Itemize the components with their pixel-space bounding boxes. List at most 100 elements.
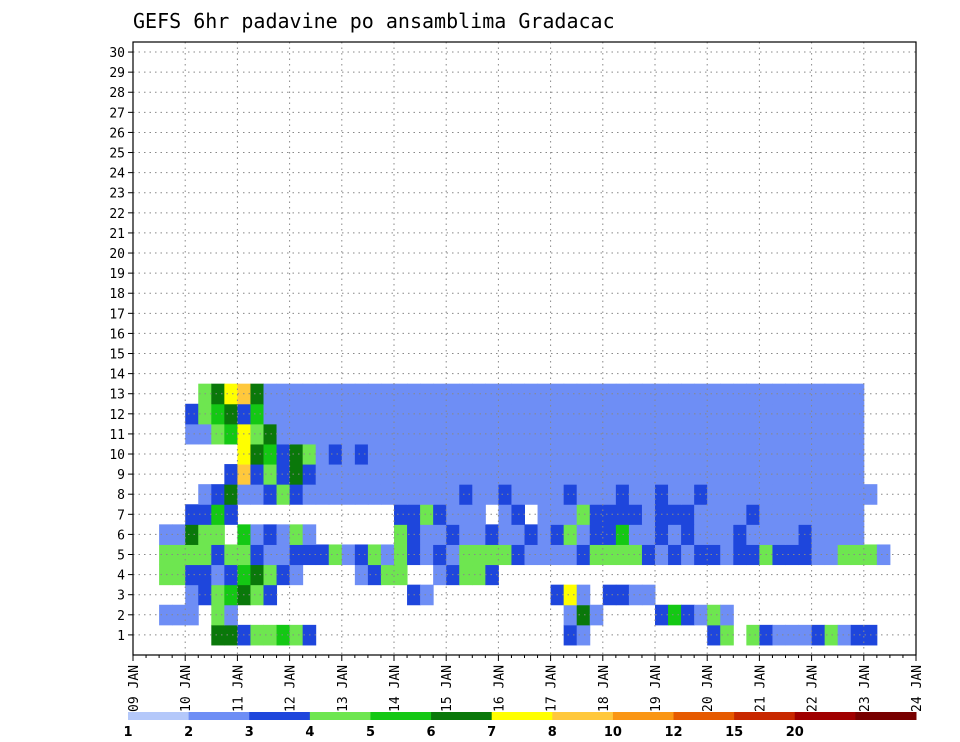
y-tick-label: 28 xyxy=(109,86,125,101)
cell xyxy=(602,383,617,405)
cell xyxy=(433,544,447,566)
cell xyxy=(315,423,330,445)
cell xyxy=(328,484,343,505)
y-tick-label: 3 xyxy=(117,589,125,604)
cell xyxy=(772,464,786,485)
cell xyxy=(211,604,225,626)
cell xyxy=(367,403,382,425)
colorbar-swatch xyxy=(673,712,735,720)
cell xyxy=(668,403,682,425)
colorbar-label: 12 xyxy=(664,725,682,740)
cell xyxy=(524,524,539,545)
cell xyxy=(641,383,656,405)
cell xyxy=(524,403,539,425)
cell xyxy=(837,464,852,485)
cell xyxy=(472,524,486,545)
cell xyxy=(224,383,238,405)
cell xyxy=(785,524,800,545)
cell xyxy=(707,484,721,505)
cell xyxy=(498,443,512,465)
cell xyxy=(837,443,852,465)
cell xyxy=(785,484,800,505)
y-tick-label: 4 xyxy=(117,569,125,584)
cell xyxy=(276,564,291,586)
cell xyxy=(772,484,786,505)
cell xyxy=(576,443,591,465)
cell xyxy=(824,624,839,646)
colorbar-swatch xyxy=(794,712,856,720)
colorbar-swatch xyxy=(491,712,553,720)
cell xyxy=(485,443,499,465)
cell xyxy=(681,383,695,405)
cell xyxy=(263,464,278,485)
cell xyxy=(681,524,695,545)
cell xyxy=(811,544,826,566)
cell xyxy=(785,464,800,485)
cell xyxy=(367,423,382,445)
cell xyxy=(224,544,238,566)
cell xyxy=(681,403,695,425)
cell xyxy=(668,383,682,405)
cell xyxy=(380,484,395,505)
cell xyxy=(824,504,839,525)
cell xyxy=(785,423,800,445)
cell xyxy=(250,383,264,405)
cell xyxy=(485,484,499,505)
cell xyxy=(824,524,839,545)
cell xyxy=(289,524,304,545)
cell xyxy=(276,624,291,646)
cell xyxy=(850,423,865,445)
cell xyxy=(733,403,747,425)
cell xyxy=(628,464,643,485)
cell xyxy=(472,464,486,485)
cell xyxy=(589,544,604,566)
colorbar-label: 6 xyxy=(427,725,436,740)
cell xyxy=(563,584,578,606)
cell xyxy=(772,524,786,545)
cell xyxy=(224,504,238,525)
cell xyxy=(824,423,839,445)
cell xyxy=(733,504,747,525)
cell xyxy=(250,403,264,425)
cell xyxy=(837,504,852,525)
cell xyxy=(641,443,656,465)
cell xyxy=(485,464,499,485)
cell xyxy=(746,443,760,465)
x-tick-label: 23 JAN xyxy=(858,665,873,712)
cell xyxy=(354,564,369,586)
cell xyxy=(707,403,721,425)
cell xyxy=(589,403,604,425)
cell xyxy=(524,464,539,485)
cell xyxy=(811,484,826,505)
cell xyxy=(563,383,578,405)
cell xyxy=(433,383,447,405)
cell xyxy=(824,484,839,505)
cell xyxy=(537,464,552,485)
y-tick-label: 24 xyxy=(109,167,125,182)
cell xyxy=(563,524,578,545)
cell xyxy=(589,423,604,445)
cell xyxy=(785,624,800,646)
cell xyxy=(602,524,617,545)
cell xyxy=(459,504,473,525)
cell xyxy=(602,403,617,425)
cell xyxy=(224,564,238,586)
cell xyxy=(380,544,395,566)
cell xyxy=(576,403,591,425)
cell xyxy=(524,383,539,405)
cell xyxy=(772,423,786,445)
cell xyxy=(811,464,826,485)
cell xyxy=(668,544,682,566)
cell xyxy=(537,383,552,405)
cell xyxy=(420,504,434,525)
cell xyxy=(211,423,225,445)
cells-layer xyxy=(159,383,891,646)
cell xyxy=(733,484,747,505)
cell xyxy=(224,624,238,646)
cell xyxy=(576,544,591,566)
cell xyxy=(380,564,395,586)
y-tick-label: 11 xyxy=(109,428,125,443)
y-tick-label: 14 xyxy=(109,368,125,383)
cell xyxy=(159,564,173,586)
